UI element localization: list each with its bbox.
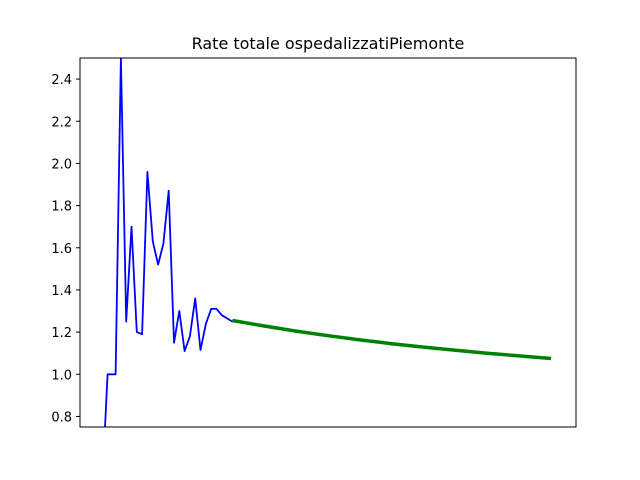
y-tick-label: 1.0 [51, 368, 72, 383]
y-tick-label: 1.8 [51, 200, 72, 215]
y-tick-label: 2.2 [51, 115, 72, 130]
y-tick-label: 1.4 [51, 284, 72, 299]
y-tick-label: 1.2 [51, 326, 72, 341]
chart-title: Rate totale ospedalizzatiPiemonte [192, 34, 465, 53]
axes-frame [79, 57, 577, 428]
series-line-projection [232, 318, 552, 361]
y-tick-label: 0.8 [51, 410, 72, 425]
y-tick-label: 2.4 [51, 73, 72, 88]
y-tick-label: 2.0 [51, 157, 72, 172]
series-line-observed [104, 58, 238, 427]
plot-area [104, 58, 552, 427]
y-tick-label: 1.6 [51, 242, 72, 257]
y-axis: 0.8 1.0 1.2 1.4 1.6 1.8 2.0 2.2 2.4 [51, 73, 80, 425]
